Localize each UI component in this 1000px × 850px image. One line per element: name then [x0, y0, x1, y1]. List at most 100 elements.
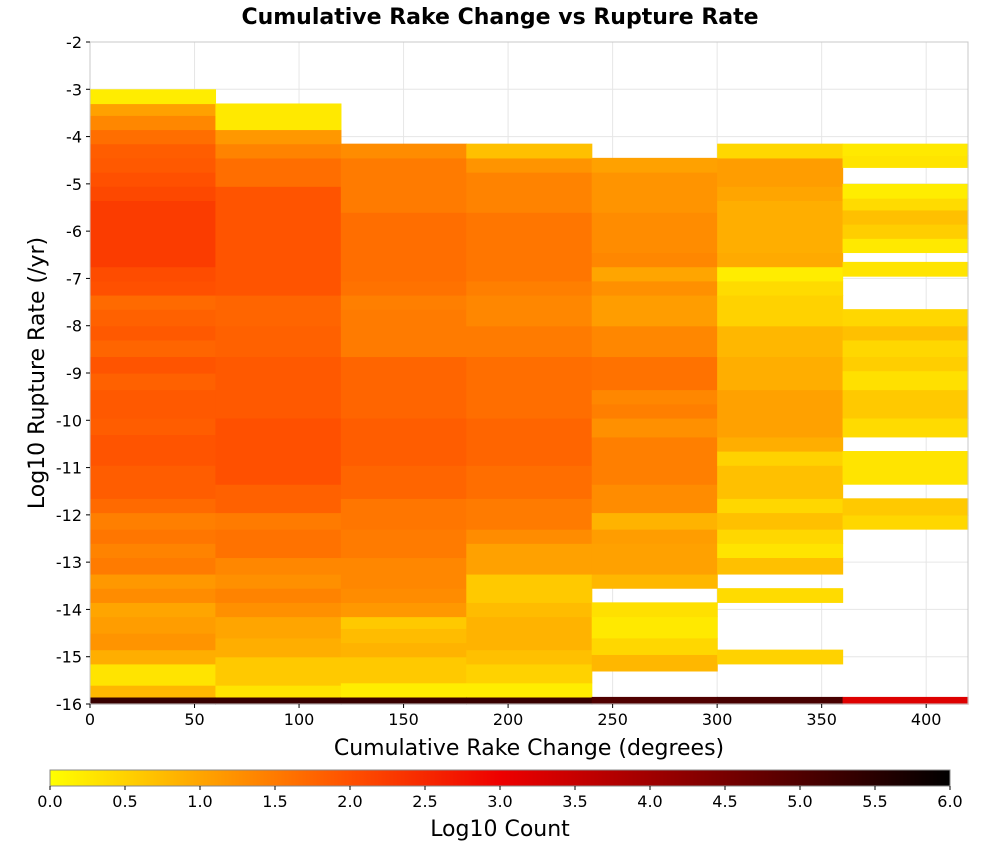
colorbar-tick-label: 1.5 [262, 792, 287, 811]
heatmap-cell [215, 325, 342, 358]
colorbar-tick-label: 5.0 [787, 792, 812, 811]
heatmap-cell [340, 628, 467, 644]
x-tick-label: 150 [388, 710, 419, 729]
heatmap-cell [717, 356, 844, 391]
heatmap-cell [90, 280, 217, 296]
heatmap-cell [466, 417, 593, 466]
colorbar-tick-label: 3.5 [562, 792, 587, 811]
heatmap-cell [215, 186, 342, 254]
heatmap-cell [215, 588, 342, 603]
y-tick-label: -12 [56, 506, 82, 525]
heatmap-cell [215, 157, 342, 187]
heatmap-cell [466, 294, 593, 327]
heatmap-cell [340, 143, 467, 159]
heatmap-cell [591, 280, 718, 296]
heatmap-cell [717, 557, 844, 575]
heatmap-cell [591, 389, 718, 405]
heatmap-cell [340, 157, 467, 213]
heatmap-cell [215, 484, 342, 514]
heatmap-cell [90, 103, 217, 116]
heatmap-cell [215, 685, 342, 698]
heatmap-cell [90, 543, 217, 559]
heatmap-cell [215, 637, 342, 658]
heatmap-cell [591, 325, 718, 358]
heatmap-cell [340, 465, 467, 499]
heatmap-cell [466, 325, 593, 358]
heatmap-cell [215, 557, 342, 575]
heatmap-cell [717, 294, 844, 327]
heatmap-cell [90, 266, 217, 282]
x-tick-label: 50 [184, 710, 204, 729]
heatmap-cell [90, 172, 217, 187]
heatmap-cell [466, 543, 593, 575]
heatmap-cell [591, 212, 718, 254]
heatmap-cell [842, 498, 969, 516]
heatmap-cell [340, 212, 467, 282]
heatmap-cell [340, 588, 467, 603]
heatmap-cell [717, 389, 844, 438]
heatmap-cell [466, 157, 593, 173]
heatmap-cell [591, 252, 718, 268]
heatmap-cell [842, 325, 969, 341]
heatmap-cell [591, 543, 718, 575]
heatmap-cell [717, 186, 844, 202]
heatmap-cell [215, 417, 342, 485]
heatmap-cell [842, 356, 969, 372]
colorbar-tick-label: 6.0 [937, 792, 962, 811]
heatmap-cell [90, 685, 217, 698]
heatmap-cell [591, 637, 718, 655]
y-tick-label: -14 [56, 600, 82, 619]
heatmap-cell [717, 143, 844, 159]
heatmap-cell [842, 183, 969, 199]
heatmap-cell [717, 512, 844, 530]
heatmap-cell [340, 294, 467, 310]
heatmap-cell [842, 209, 969, 225]
heatmap-cell [90, 143, 217, 159]
y-axis-ticks: -2 -3 -4 -5 -6 -7 -8 -9 -10 -11 -12 -13 -14 -15 -16 [56, 33, 90, 714]
heatmap-cell [215, 696, 342, 705]
heatmap-cell [90, 616, 217, 634]
heatmap-cell [591, 573, 718, 589]
heatmap-cell [717, 543, 844, 559]
heatmap-cell [90, 663, 217, 686]
heatmap-cell [215, 616, 342, 639]
heatmap-cell [90, 200, 217, 268]
y-tick-label: -4 [66, 128, 82, 147]
x-tick-label: 250 [597, 710, 628, 729]
heatmap-cell [90, 588, 217, 603]
heatmap-cell [215, 294, 342, 327]
x-tick-label: 350 [806, 710, 837, 729]
heatmap-cell [466, 616, 593, 651]
heatmap-cell [466, 649, 593, 665]
heatmap-cell [842, 451, 969, 485]
heatmap-cell [340, 682, 467, 698]
heatmap-cells [90, 89, 969, 705]
heatmap-cell [215, 252, 342, 296]
heatmap-cell [215, 529, 342, 559]
heatmap-cell [842, 224, 969, 239]
heatmap-cell [591, 294, 718, 327]
y-tick-label: -10 [56, 411, 82, 430]
heatmap-cell [215, 143, 342, 159]
colorbar-tick-label: 5.5 [862, 792, 887, 811]
heatmap-cell [466, 143, 593, 159]
heatmap-cell [842, 238, 969, 254]
heatmap-cell [466, 573, 593, 603]
x-tick-label: 400 [911, 710, 942, 729]
heatmap-cell [842, 417, 969, 438]
y-tick-label: -8 [66, 317, 82, 336]
heatmap-cell [591, 436, 718, 485]
colorbar-tick-label: 2.5 [412, 792, 437, 811]
heatmap-cell [717, 498, 844, 514]
y-tick-label: -6 [66, 222, 82, 241]
y-tick-label: -16 [56, 695, 82, 714]
heatmap-cell [842, 261, 969, 277]
heatmap-cell [90, 339, 217, 358]
heatmap-cell [591, 484, 718, 514]
heatmap-cell [215, 103, 342, 131]
y-tick-label: -11 [56, 459, 82, 478]
heatmap-cell [591, 356, 718, 391]
heatmap-cell [466, 602, 593, 618]
heatmap-cell [466, 356, 593, 419]
heatmap-cell [466, 663, 593, 684]
